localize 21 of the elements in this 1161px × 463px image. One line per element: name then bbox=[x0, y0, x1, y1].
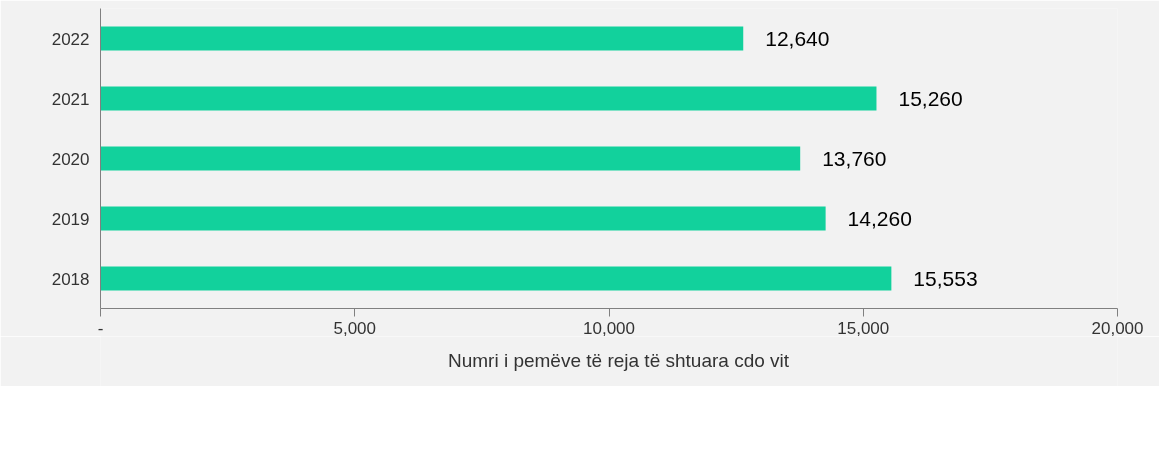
data-label: 13,760 bbox=[822, 146, 887, 170]
bar bbox=[100, 206, 826, 231]
bar bbox=[100, 86, 877, 111]
x-tick-label: 15,000 bbox=[837, 318, 890, 338]
x-tick-label: - bbox=[97, 318, 104, 338]
bar bbox=[100, 266, 892, 291]
y-tick-label: 2022 bbox=[51, 29, 90, 49]
x-tick-label: 10,000 bbox=[583, 318, 635, 338]
data-label: 12,640 bbox=[765, 26, 830, 50]
y-tick-label: 2018 bbox=[51, 269, 90, 289]
text: Numri i pemëve të reja të shtuara cdo vit bbox=[447, 350, 790, 372]
data-label: 15,260 bbox=[898, 86, 963, 110]
data-label: 14,260 bbox=[847, 206, 912, 230]
bar bbox=[100, 146, 801, 171]
x-tick-label: 20,000 bbox=[1091, 318, 1144, 338]
y-tick-label: 2020 bbox=[51, 149, 90, 169]
bar bbox=[100, 26, 744, 51]
y-tick-label: 2021 bbox=[51, 89, 90, 109]
data-label: 15,553 bbox=[913, 266, 978, 290]
y-tick-label: 2019 bbox=[51, 209, 90, 229]
x-tick-label: 5,000 bbox=[333, 318, 377, 338]
